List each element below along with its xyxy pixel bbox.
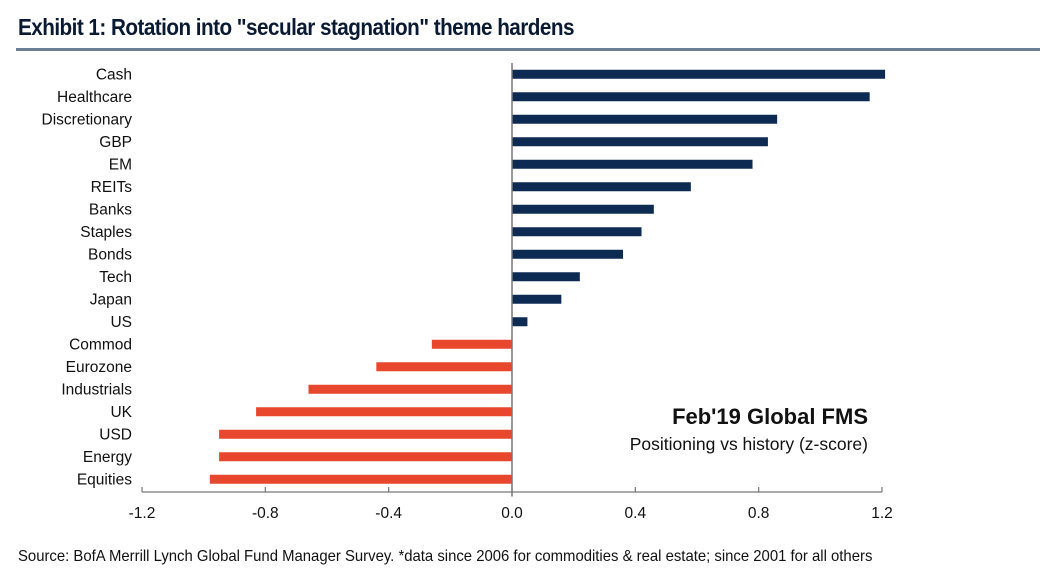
category-label: UK [110, 404, 132, 421]
x-tick-label: 0.4 [625, 505, 647, 522]
category-labels: Cash Healthcare Discretionary GBP EM REITs Ban… [42, 66, 133, 488]
x-tick-label: 1.2 [871, 505, 893, 522]
category-label: Japan [90, 291, 132, 308]
bar-reits [512, 182, 691, 192]
category-label: Banks [89, 201, 132, 218]
annotation-subtitle: Positioning vs history (z-score) [630, 434, 868, 454]
bar-uk [256, 407, 512, 417]
category-label: USD [99, 426, 132, 443]
bar-industrials [308, 384, 512, 394]
title-rule [16, 48, 1040, 51]
category-label: US [110, 314, 132, 331]
category-label: REITs [91, 179, 133, 196]
category-label: Tech [99, 269, 132, 286]
bar-equities [209, 474, 513, 484]
x-tick-label: -0.8 [252, 505, 279, 522]
bar-commod [431, 339, 512, 349]
bar-staples [512, 227, 642, 237]
bar-gbp [512, 137, 768, 147]
category-label: Industrials [61, 381, 132, 398]
category-label: Staples [80, 224, 132, 241]
bar-em [512, 159, 753, 169]
category-label: Bonds [88, 246, 132, 263]
x-axis: -1.2 -0.8 -0.4 0.0 0.4 0.8 1.2 [129, 487, 893, 522]
bar-discretionary [512, 114, 778, 124]
category-label: Discretionary [42, 111, 133, 128]
x-tick-label: -1.2 [129, 505, 156, 522]
bar-usd [219, 429, 513, 439]
category-label: EM [109, 156, 132, 173]
bars-group [209, 69, 886, 484]
annotation-title: Feb'19 Global FMS [672, 404, 868, 429]
bar-energy [219, 452, 513, 462]
bar-tech [512, 272, 580, 282]
bar-japan [512, 294, 562, 304]
category-label: GBP [99, 134, 132, 151]
x-tick-label: -0.4 [375, 505, 402, 522]
bar-bonds [512, 249, 623, 259]
x-tick-label: 0.0 [501, 505, 523, 522]
x-tick-label: 0.8 [748, 505, 770, 522]
bar-healthcare [512, 92, 870, 102]
category-label: Energy [83, 449, 132, 466]
chart-title: Exhibit 1: Rotation into "secular stagna… [18, 14, 575, 40]
source-note: Source: BofA Merrill Lynch Global Fund M… [18, 548, 873, 565]
bar-us [512, 317, 528, 327]
bar-cash [512, 69, 886, 79]
category-label: Commod [69, 336, 132, 353]
category-label: Eurozone [66, 359, 132, 376]
category-label: Healthcare [57, 89, 132, 106]
category-label: Cash [96, 66, 132, 83]
bar-eurozone [376, 362, 512, 372]
category-label: Equities [77, 471, 132, 488]
bar-banks [512, 204, 654, 214]
